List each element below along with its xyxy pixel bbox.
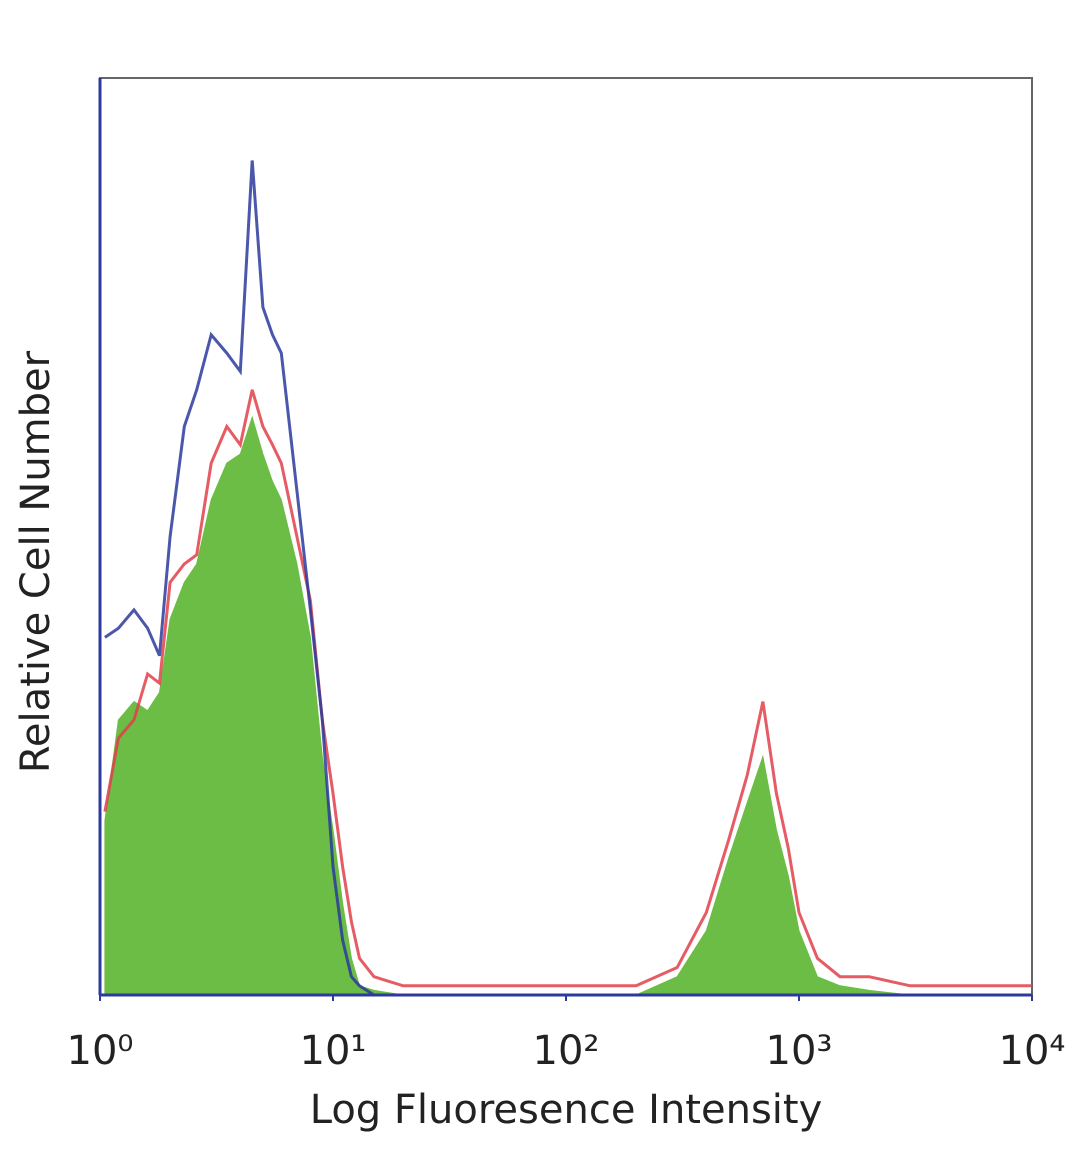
histogram-area — [104, 415, 1032, 996]
histogram-line — [103, 389, 1032, 988]
x-tick-label: 10² — [533, 1028, 600, 1074]
x-tick-label: 10⁴ — [999, 1028, 1066, 1074]
x-tick-label: 10¹ — [300, 1028, 367, 1074]
x-tick-label: 10³ — [766, 1028, 833, 1074]
y-axis-label: Relative Cell Number — [13, 350, 59, 773]
x-tick-label: 10⁰ — [67, 1028, 134, 1074]
x-axis-label: Log Fluoresence Intensity — [310, 1087, 823, 1133]
